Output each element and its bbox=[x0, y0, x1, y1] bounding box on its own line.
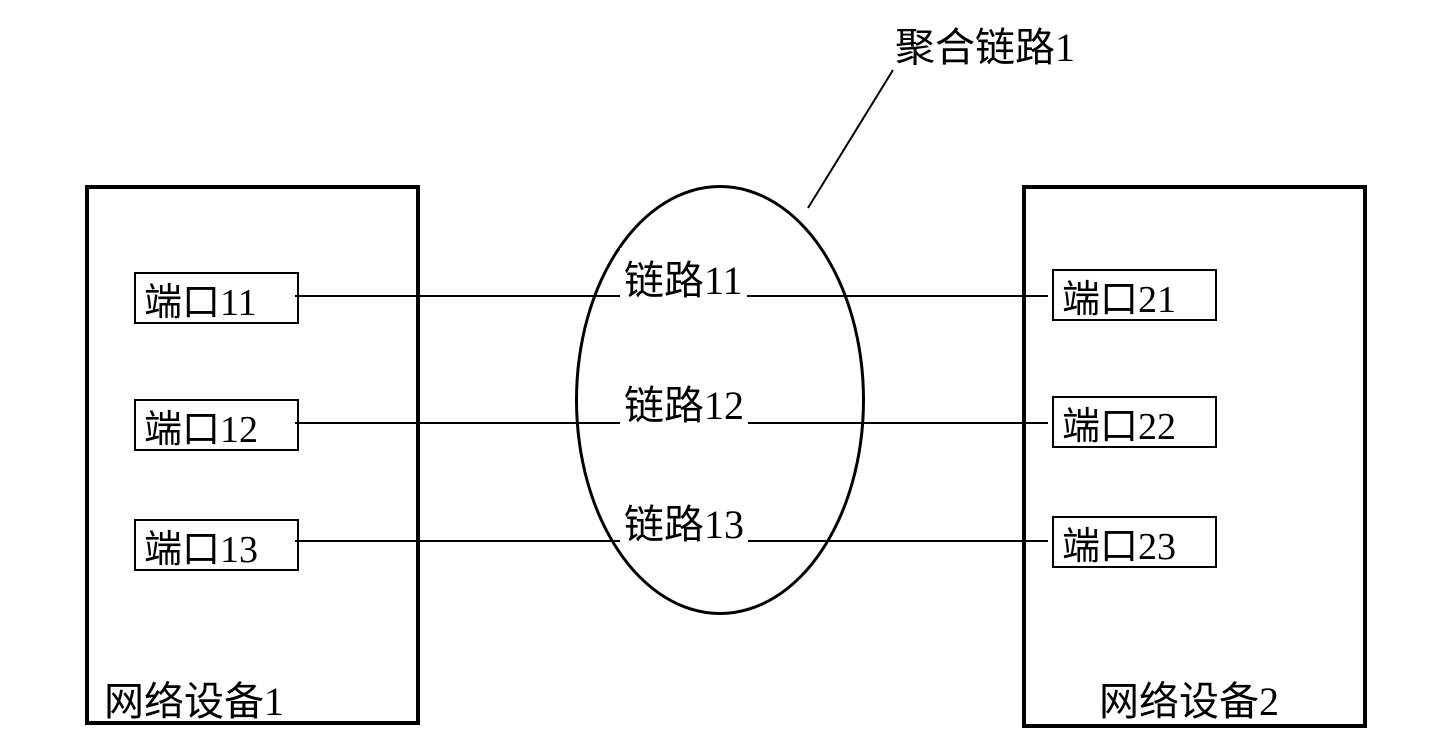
port-22-label: 端口22 bbox=[1062, 395, 1176, 450]
port-23: 端口23 bbox=[1052, 516, 1217, 568]
link-11-label: 链路11 bbox=[620, 248, 747, 306]
port-11: 端口11 bbox=[134, 272, 299, 324]
port-13-label: 端口13 bbox=[144, 518, 258, 573]
port-22: 端口22 bbox=[1052, 396, 1217, 448]
port-21: 端口21 bbox=[1052, 269, 1217, 321]
device-1-box: 端口11 端口12 端口13 网络设备1 bbox=[85, 185, 420, 725]
port-12-label: 端口12 bbox=[144, 398, 258, 453]
diagram-container: 聚合链路1 端口11 端口12 端口13 网络设备1 端口21 端口22 端口2… bbox=[0, 0, 1447, 744]
device-2-label: 网络设备2 bbox=[1099, 669, 1279, 727]
device-2-box: 端口21 端口22 端口23 网络设备2 bbox=[1022, 185, 1367, 728]
port-23-label: 端口23 bbox=[1062, 515, 1176, 570]
device-1-label: 网络设备1 bbox=[104, 669, 284, 727]
link-12-label: 链路12 bbox=[620, 373, 748, 431]
port-21-label: 端口21 bbox=[1062, 268, 1176, 323]
aggregate-link-title: 聚合链路1 bbox=[895, 15, 1075, 73]
link-13-label: 链路13 bbox=[620, 492, 748, 550]
port-13: 端口13 bbox=[134, 519, 299, 571]
port-11-label: 端口11 bbox=[144, 271, 257, 326]
port-12: 端口12 bbox=[134, 399, 299, 451]
